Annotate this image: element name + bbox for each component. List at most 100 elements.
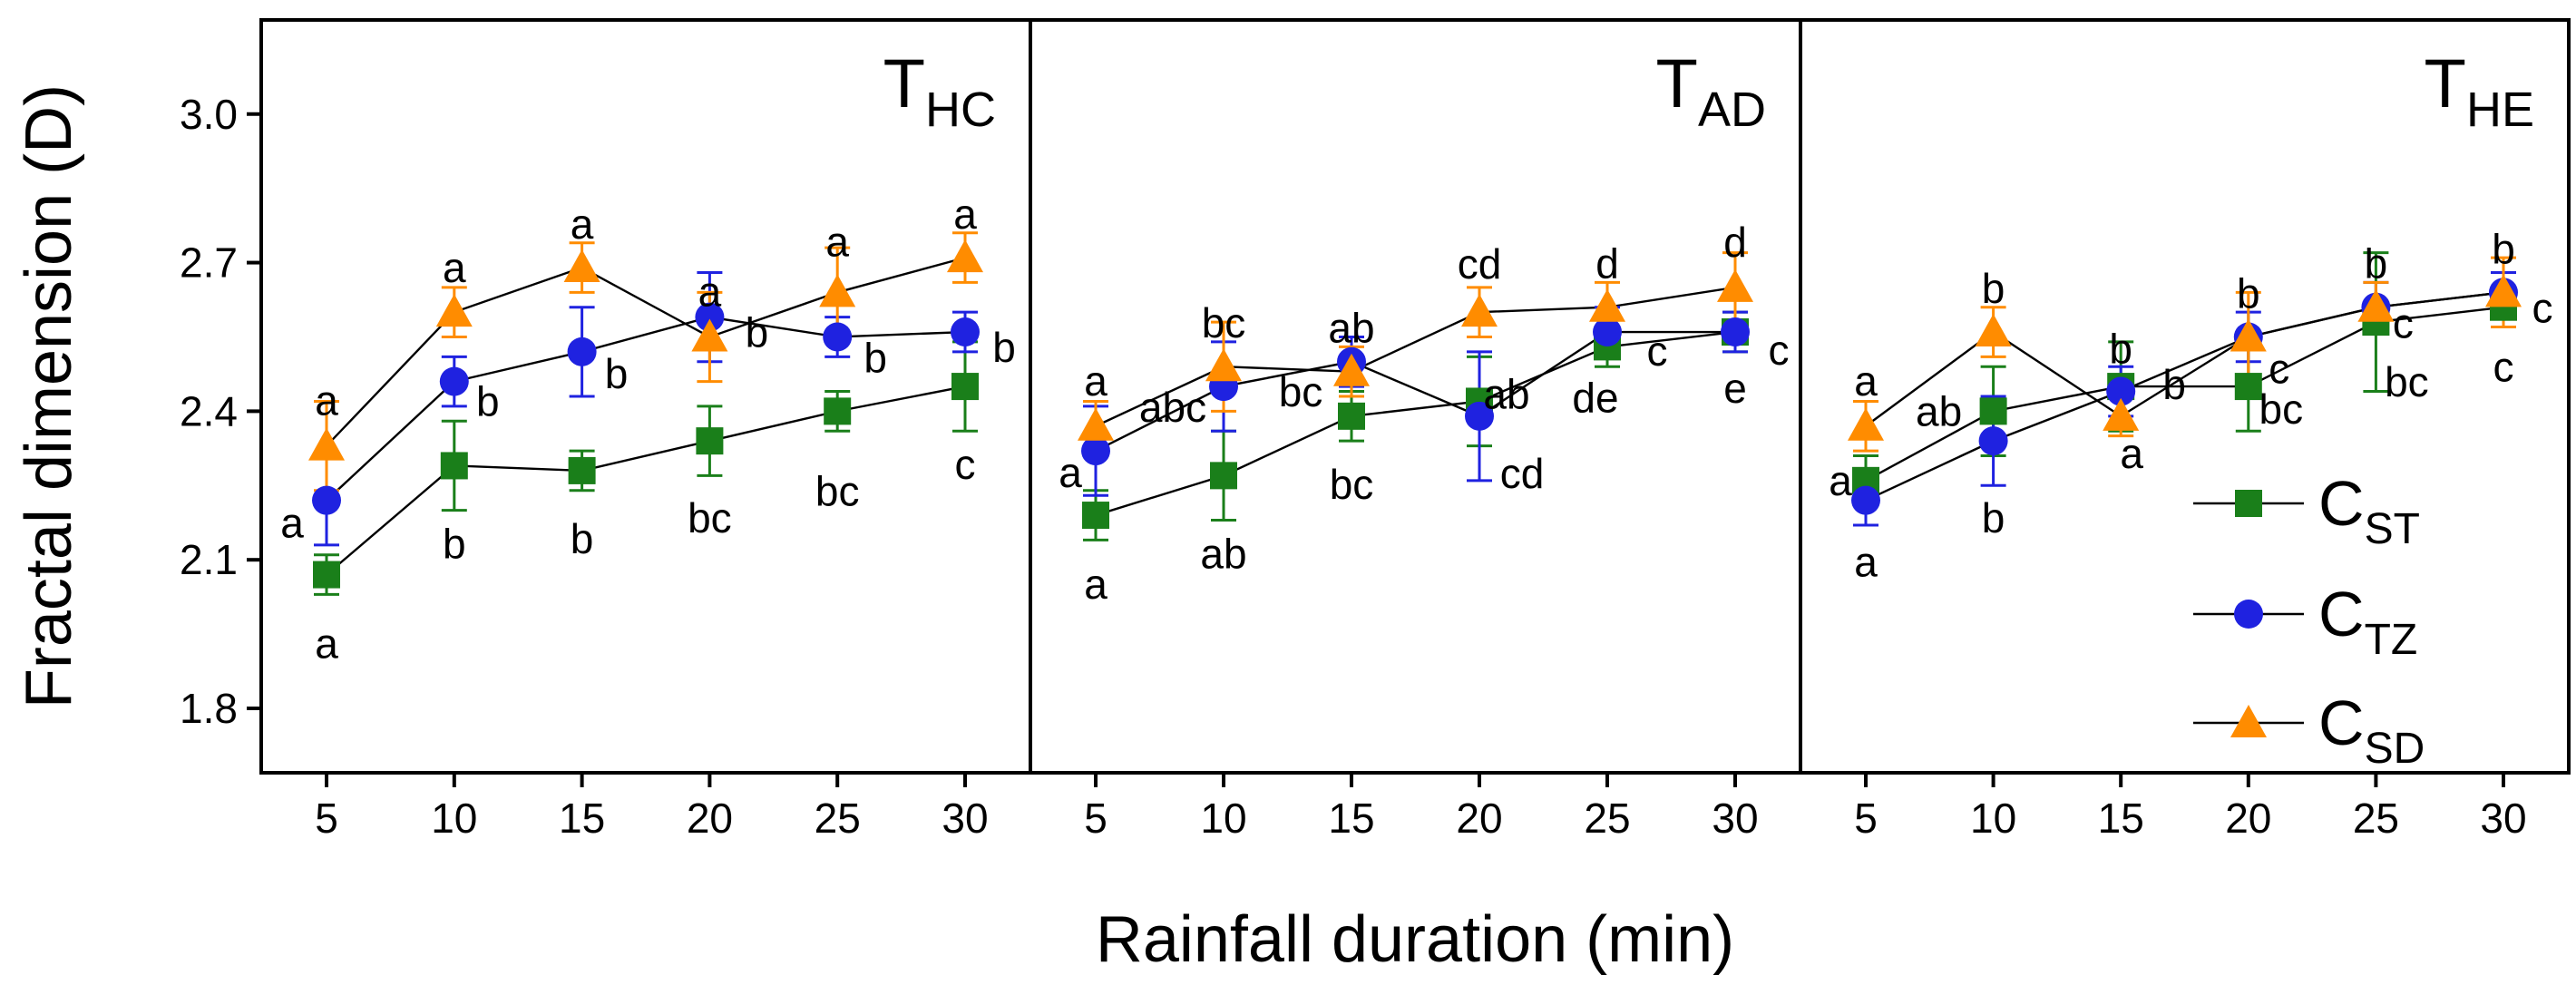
significance-label: bc — [2259, 385, 2304, 433]
x-tick-label: 5 — [1854, 795, 1878, 842]
marker-CSD-20 — [2230, 318, 2267, 352]
marker-CST-10 — [440, 452, 468, 480]
marker-CTZ-30 — [1721, 317, 1750, 347]
marker-CSD-5 — [1078, 407, 1114, 441]
significance-label: a — [1059, 449, 1082, 496]
series-line-CST-p1 — [326, 385, 966, 576]
marker-CSD-15 — [563, 249, 600, 283]
significance-label: b — [571, 515, 594, 562]
significance-label: c — [2269, 345, 2289, 392]
y-axis-title: Fractal dimension (D) — [13, 84, 85, 708]
significance-label: de — [1572, 374, 1618, 421]
marker-CSD-15 — [1333, 353, 1370, 386]
significance-label: c — [2393, 300, 2414, 347]
marker-CST-15 — [1338, 402, 1365, 430]
significance-label: bc — [688, 494, 732, 541]
marker-CST-10 — [1210, 462, 1237, 490]
marker-CTZ-5 — [312, 485, 341, 515]
significance-label: a — [953, 190, 977, 238]
significance-label: a — [825, 218, 849, 265]
x-tick-label: 30 — [1712, 795, 1758, 842]
marker-CTZ-20 — [1465, 401, 1494, 431]
series-line-CSD-p3 — [1865, 291, 2504, 427]
marker-CTZ-10 — [1978, 426, 2008, 456]
significance-label: b — [605, 350, 629, 397]
significance-label: c — [2493, 344, 2514, 391]
y-tick-label: 3.0 — [180, 91, 238, 138]
x-tick-label: 30 — [2480, 795, 2526, 842]
x-tick-label: 20 — [687, 795, 733, 842]
marker-CTZ-5 — [1081, 436, 1110, 466]
x-tick-label: 10 — [1970, 795, 2016, 842]
significance-label: b — [2162, 361, 2186, 408]
marker-CTZ-5 — [1851, 485, 1880, 515]
marker-CSD-5 — [308, 427, 345, 461]
x-tick-label: 30 — [942, 795, 988, 842]
significance-label: ab — [1916, 387, 1962, 434]
x-tick-label: 15 — [559, 795, 605, 842]
significance-label: a — [1854, 357, 1878, 405]
significance-label: bc — [1202, 299, 1246, 346]
significance-label: a — [571, 200, 594, 248]
significance-label: bc — [1330, 461, 1374, 508]
significance-label: ab — [1328, 305, 1374, 352]
significance-label: abc — [1139, 384, 1206, 431]
marker-CST-20 — [2234, 373, 2262, 401]
marker-CSD-30 — [1717, 268, 1753, 302]
series-line-CST-p2 — [1095, 330, 1736, 517]
series-line-CTZ-p2 — [1095, 330, 1735, 453]
marker-CST-5 — [1082, 502, 1109, 530]
significance-label: a — [1084, 357, 1107, 405]
x-tick-label: 20 — [2225, 795, 2271, 842]
legend-marker-CST — [2235, 490, 2262, 517]
x-tick-label: 10 — [1200, 795, 1246, 842]
legend-label-CTZ: CTZ — [2318, 579, 2417, 664]
marker-CTZ-20 — [695, 302, 725, 332]
significance-label: bc — [2385, 358, 2429, 405]
marker-CSD-30 — [2485, 274, 2522, 307]
significance-label: a — [315, 620, 338, 668]
significance-label: ab — [1200, 530, 1246, 577]
marker-CSD-10 — [1205, 348, 1242, 382]
significance-label: b — [864, 334, 887, 381]
y-tick-label: 2.1 — [180, 536, 238, 583]
marker-CTZ-15 — [2106, 376, 2136, 406]
significance-label: b — [2109, 326, 2132, 373]
y-tick-label: 2.4 — [180, 387, 238, 434]
significance-label: cd — [1458, 240, 1502, 288]
legend-label-CST: CST — [2318, 468, 2420, 553]
x-tick-label: 15 — [1328, 795, 1374, 842]
significance-label: b — [2365, 240, 2388, 288]
legend-marker-CSD — [2230, 705, 2267, 737]
significance-label: b — [443, 520, 466, 567]
significance-label: a — [280, 500, 304, 547]
significance-label: c — [1647, 327, 1668, 375]
panel-title-THC: THC — [883, 45, 996, 137]
significance-label: b — [2237, 269, 2260, 317]
marker-CST-5 — [313, 561, 340, 589]
marker-CSD-20 — [1461, 294, 1498, 327]
significance-label: a — [1829, 457, 1852, 504]
x-tick-label: 15 — [2098, 795, 2144, 842]
marker-CSD-10 — [435, 294, 473, 327]
significance-label: c — [955, 441, 976, 488]
y-tick-label: 2.7 — [180, 239, 238, 287]
significance-label: a — [315, 377, 338, 424]
significance-label: ab — [1483, 370, 1529, 417]
marker-CTZ-10 — [439, 366, 469, 396]
marker-CSD-25 — [819, 274, 856, 307]
marker-CTZ-25 — [1593, 317, 1622, 347]
significance-label: b — [2492, 225, 2515, 272]
series-line-CSD-p2 — [1095, 286, 1736, 427]
significance-label: a — [2120, 430, 2143, 477]
x-tick-label: 5 — [315, 795, 338, 842]
marker-CSD-25 — [2357, 288, 2395, 322]
series-line-CST-p3 — [1865, 306, 2504, 482]
x-tick-label: 10 — [431, 795, 477, 842]
significance-label: e — [1723, 365, 1747, 412]
significance-label: a — [1084, 561, 1107, 608]
x-tick-label: 25 — [1584, 795, 1630, 842]
marker-CSD-30 — [947, 239, 983, 273]
significance-label: b — [992, 324, 1016, 371]
marker-CST-25 — [824, 397, 852, 425]
